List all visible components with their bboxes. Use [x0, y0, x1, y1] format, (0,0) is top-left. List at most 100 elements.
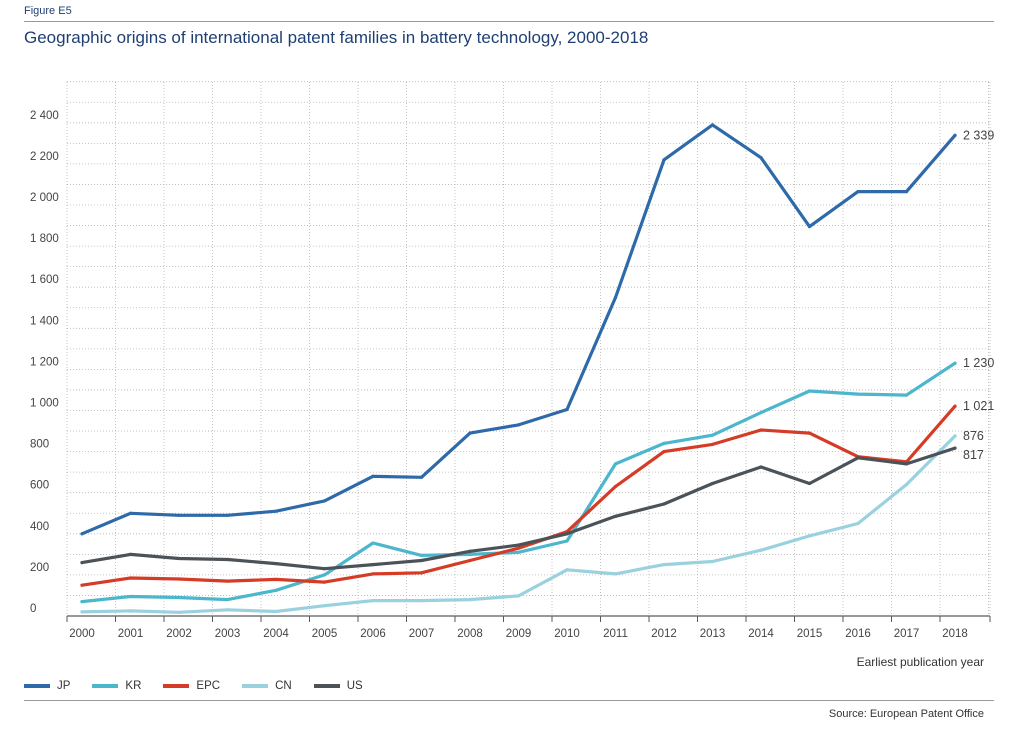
y-tick-label: 400	[30, 521, 49, 533]
legend-label: KR	[125, 680, 142, 692]
y-tick-label: 200	[30, 562, 49, 574]
x-tick-label: 2009	[506, 628, 532, 640]
data-point-epc	[468, 558, 472, 563]
data-point-us	[322, 567, 327, 571]
data-point-cn	[516, 594, 521, 598]
x-tick-label: 2011	[603, 628, 628, 640]
gridlines	[66, 81, 991, 616]
data-point-kr	[759, 410, 763, 415]
data-point-kr	[274, 588, 278, 592]
end-labels: 2 339 1 230 1 021 876 817	[963, 128, 994, 462]
legend-divider	[24, 700, 994, 701]
x-tick-label: 2016	[845, 628, 871, 640]
data-point-us	[759, 465, 763, 469]
legend-swatch	[313, 684, 340, 688]
series-line-kr	[80, 361, 957, 604]
legend-label: US	[346, 680, 363, 692]
data-point-kr	[177, 595, 181, 600]
data-point-us	[662, 502, 666, 506]
source-note: Source: European Patent Office	[828, 708, 984, 720]
figure-label: Figure E5	[24, 5, 72, 17]
data-point-cn	[468, 597, 472, 602]
data-point-jp	[322, 499, 327, 503]
data-point-epc	[953, 404, 957, 408]
data-point-jp	[565, 407, 569, 412]
y-tick-label: 1 200	[30, 356, 59, 368]
data-point-cn	[371, 598, 375, 603]
data-point-epc	[274, 577, 278, 582]
x-tick-label: 2005	[312, 628, 338, 640]
legend-item-cn: CN	[242, 680, 292, 692]
series-line-cn	[80, 434, 957, 614]
data-point-jp	[807, 224, 812, 229]
x-tick-label: 2007	[409, 628, 435, 640]
series-line-us	[80, 446, 957, 571]
data-point-kr	[565, 539, 569, 543]
x-axis-title: Earliest publication year	[857, 655, 984, 669]
data-point-epc	[419, 571, 424, 575]
end-label-cn: 876	[963, 429, 984, 443]
data-point-us	[807, 481, 812, 486]
data-point-cn	[613, 572, 618, 576]
data-point-jp	[274, 509, 278, 513]
data-point-jp	[225, 513, 230, 517]
data-point-us	[371, 563, 375, 567]
data-point-cn	[274, 609, 278, 614]
data-point-kr	[953, 361, 957, 365]
x-tick-label: 2013	[700, 628, 726, 640]
y-tick-label: 2 000	[30, 192, 59, 204]
data-point-kr	[710, 433, 715, 437]
legend-label: CN	[275, 680, 292, 692]
data-point-jp	[856, 190, 860, 194]
data-point-cn	[419, 598, 424, 603]
data-point-us	[565, 532, 569, 536]
data-point-epc	[177, 577, 181, 581]
data-point-epc	[710, 442, 715, 447]
data-point-kr	[807, 389, 812, 393]
legend-swatch	[163, 684, 190, 688]
data-point-us	[710, 481, 715, 486]
data-point-jp	[613, 295, 618, 300]
data-point-kr	[516, 550, 521, 554]
data-point-us	[613, 514, 618, 518]
data-point-cn	[807, 534, 812, 538]
data-point-cn	[904, 482, 909, 487]
y-tick-label: 1 400	[30, 315, 59, 327]
data-point-cn	[710, 559, 715, 564]
end-label-epc: 1 021	[963, 399, 994, 413]
data-point-kr	[128, 594, 133, 599]
data-point-jp	[371, 474, 375, 478]
data-point-epc	[371, 572, 375, 576]
data-point-us	[419, 558, 424, 563]
x-tick-label: 2017	[894, 628, 920, 640]
data-point-kr	[613, 462, 618, 466]
legend-label: JP	[57, 680, 71, 692]
data-point-jp	[904, 190, 909, 194]
axes: 0 200 400 600 800 1 000 1 200 1 400 1 600 1 800 2 …	[30, 110, 991, 640]
data-point-jp	[419, 475, 424, 479]
data-point-jp	[80, 532, 84, 536]
chart-title: Geographic origins of international pate…	[24, 28, 649, 47]
legend-swatch	[92, 684, 119, 688]
data-point-epc	[516, 546, 521, 550]
data-point-kr	[225, 597, 230, 602]
data-point-cn	[953, 434, 957, 438]
data-point-epc	[662, 450, 666, 454]
legend-swatch	[242, 684, 269, 688]
data-point-kr	[322, 573, 327, 577]
legend: JP KR EPC CN US	[24, 680, 363, 692]
data-point-cn	[80, 610, 84, 614]
y-tick-label: 800	[30, 439, 49, 451]
y-tick-label: 1 800	[30, 233, 59, 245]
x-tick-label: 2000	[69, 628, 95, 640]
y-tick-label: 0	[30, 603, 36, 615]
data-point-jp	[177, 513, 181, 517]
data-point-cn	[225, 608, 230, 612]
end-label-jp: 2 339	[963, 128, 994, 142]
series-line-jp	[80, 123, 957, 536]
data-point-epc	[759, 428, 763, 432]
x-tick-label: 2001	[118, 628, 144, 640]
data-point-cn	[177, 610, 181, 614]
x-tick-label: 2012	[651, 628, 677, 640]
